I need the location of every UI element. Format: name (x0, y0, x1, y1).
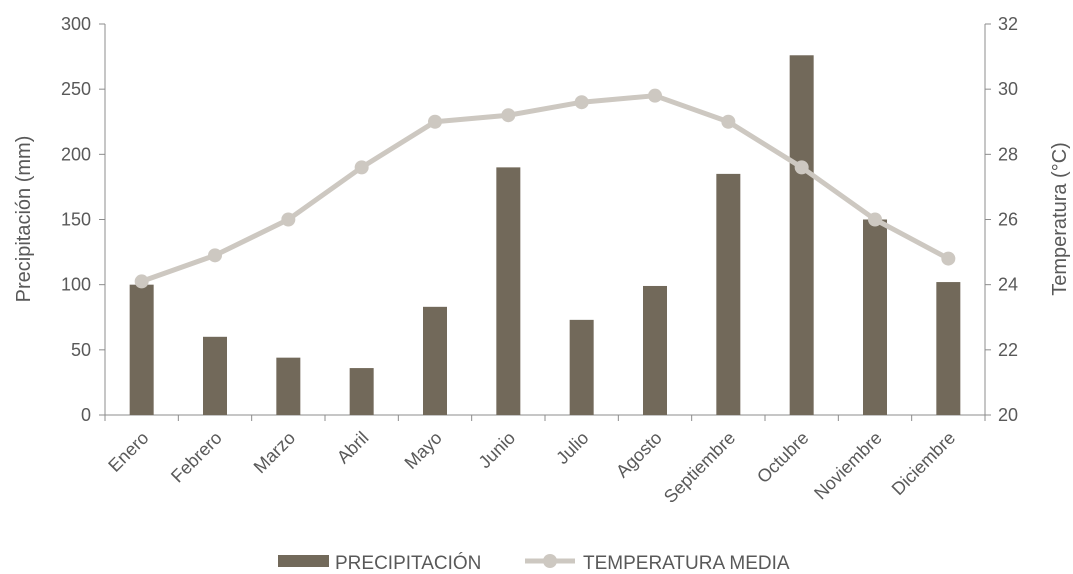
bar-agosto (643, 285, 667, 415)
y-tick-label: 50 (71, 340, 91, 360)
temperature-point-julio (574, 95, 589, 110)
temperature-point-marzo (281, 212, 296, 227)
y2-tick-label: 24 (998, 275, 1018, 295)
x-tick-label: Septiembre (660, 428, 739, 507)
temperature-point-abril (354, 160, 369, 175)
x-tick-label: Agosto (612, 428, 666, 482)
y2-tick-label: 26 (998, 210, 1018, 230)
x-tick-label: Noviembre (810, 428, 886, 504)
x-tick-label: Octubre (753, 428, 812, 487)
x-tick-label: Mayo (401, 428, 446, 473)
bar-marzo (276, 357, 301, 415)
bar-enero (129, 284, 154, 415)
y-axis-title: Precipitación (mm) (13, 136, 35, 303)
precipitation-bars (129, 55, 961, 415)
legend: PRECIPITACIÓN TEMPERATURA MEDIA (278, 552, 790, 574)
temperature-point-agosto (648, 88, 662, 103)
y-tick-label: 150 (61, 210, 91, 230)
temperature-point-diciembre (941, 251, 956, 266)
x-tick-label: Febrero (167, 428, 226, 487)
y-tick-label: 300 (61, 14, 91, 34)
x-tick-label: Enero (104, 428, 152, 476)
temperature-point-junio (501, 108, 516, 123)
legend-temperature-label: TEMPERATURA MEDIA (583, 553, 790, 574)
y2-tick-label: 30 (998, 79, 1018, 99)
x-tick-label: Diciembre (888, 428, 959, 499)
x-tick-label: Julio (552, 428, 592, 468)
y-tick-label: 250 (61, 79, 91, 99)
legend-precipitation-swatch (278, 555, 329, 567)
bar-septiembre (716, 173, 741, 415)
temperature-series-line (140, 93, 950, 284)
y2-tick-label: 22 (998, 340, 1018, 360)
temperature-point-octubre (794, 160, 809, 175)
y2-axis-title: Temperatura (°C) (1049, 142, 1071, 296)
legend-temperature-marker (543, 554, 557, 568)
bar-abril (349, 368, 374, 415)
legend-precipitation-label: PRECIPITACIÓN (335, 552, 481, 574)
y2-tick-label: 28 (998, 144, 1018, 164)
bar-octubre (789, 55, 814, 415)
bar-febrero (203, 336, 227, 415)
y2-tick-label: 20 (998, 405, 1018, 425)
bar-mayo (423, 306, 447, 415)
temperature-point-mayo (428, 114, 442, 129)
x-tick-label: Junio (475, 428, 520, 473)
temperature-point-noviembre (868, 212, 882, 227)
x-tick-label: Marzo (250, 428, 300, 478)
bar-junio (496, 167, 521, 415)
axes (99, 23, 991, 421)
bar-noviembre (863, 219, 887, 415)
temperature-point-enero (134, 274, 149, 289)
y-tick-label: 0 (81, 405, 91, 425)
bar-julio (569, 319, 594, 415)
y-tick-label: 200 (61, 144, 91, 164)
bar-diciembre (936, 282, 961, 415)
y-tick-label: 100 (61, 275, 91, 295)
y2-tick-label: 32 (998, 14, 1018, 34)
temperature-point-septiembre (721, 114, 736, 129)
x-tick-label: Abril (333, 428, 373, 468)
temperature-line (134, 88, 956, 289)
temperature-point-febrero (208, 248, 222, 263)
